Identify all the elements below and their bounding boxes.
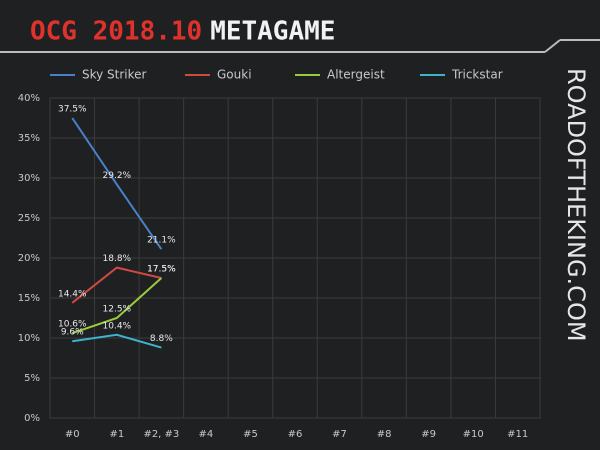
value-label: 10.4% <box>103 321 132 331</box>
y-tick-label: 30% <box>18 173 40 184</box>
series-line <box>71 266 162 304</box>
x-tick-label: #10 <box>463 429 484 440</box>
value-label: 12.5% <box>103 305 132 315</box>
value-label: 29.2% <box>103 171 132 181</box>
x-tick-label: #5 <box>243 429 258 440</box>
value-label: 17.5% <box>147 265 176 275</box>
value-label: 8.8% <box>150 334 173 344</box>
x-tick-label: #7 <box>332 429 347 440</box>
x-tick-label: #2, #3 <box>143 429 179 440</box>
value-label: 18.8% <box>103 254 132 264</box>
y-tick-label: 0% <box>24 413 40 424</box>
legend-label: Trickstar <box>451 68 503 82</box>
legend-label: Altergeist <box>327 68 385 82</box>
y-tick-label: 35% <box>18 133 40 144</box>
x-tick-label: #6 <box>288 429 303 440</box>
title-prefix: OCG 2018.10 <box>30 17 202 47</box>
value-label: 37.5% <box>58 105 87 115</box>
value-label: 17.5% <box>147 265 176 275</box>
legend-label: Sky Striker <box>82 68 147 82</box>
x-tick-label: #1 <box>109 429 124 440</box>
chart-title: METAGAME <box>210 17 335 47</box>
y-tick-label: 40% <box>18 93 40 104</box>
x-tick-label: #9 <box>421 429 436 440</box>
value-label: 21.1% <box>147 236 176 246</box>
series-line <box>72 333 162 349</box>
legend-label: Gouki <box>217 68 252 82</box>
value-label: 10.6% <box>58 320 87 330</box>
x-tick-label: #11 <box>507 429 528 440</box>
series-line <box>71 277 163 335</box>
value-label: 14.4% <box>58 289 87 299</box>
y-tick-label: 25% <box>18 213 40 224</box>
series-line <box>71 117 163 250</box>
x-tick-label: #4 <box>199 429 214 440</box>
y-tick-label: 5% <box>24 373 40 384</box>
x-tick-label: #8 <box>377 429 392 440</box>
x-tick-label: #0 <box>65 429 80 440</box>
watermark: ROADOFTHEKING.COM <box>562 68 590 342</box>
value-label: 9.6% <box>61 328 84 338</box>
y-tick-label: 20% <box>18 253 40 264</box>
y-tick-label: 10% <box>18 333 40 344</box>
header-rule <box>544 39 561 53</box>
y-tick-label: 15% <box>18 293 40 304</box>
